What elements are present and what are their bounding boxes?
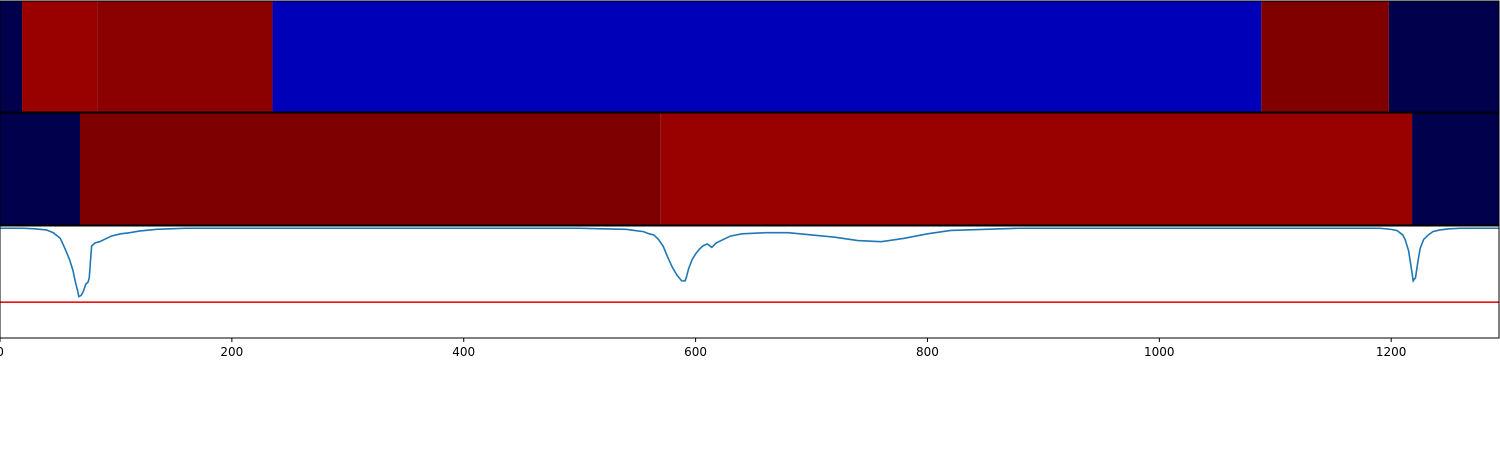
heatmap-bottom [0, 112, 1500, 226]
heatmap-segment [272, 1, 1262, 112]
heatmap-frame [0, 0, 1500, 113]
heatmap-segment [1412, 113, 1499, 225]
heatmap-segment [0, 113, 80, 225]
heatmap-segment [97, 1, 273, 112]
heatmap-segment [0, 1, 23, 112]
heatmap-segment [79, 113, 661, 225]
x-tick-label: 800 [916, 345, 939, 359]
x-tick-label: 1000 [1144, 345, 1175, 359]
x-tick-label: 1200 [1376, 345, 1407, 359]
x-tick-label: 0 [0, 345, 4, 359]
x-tick-label: 200 [220, 345, 243, 359]
plot-frame [0, 225, 1500, 339]
x-tick-label: 400 [452, 345, 475, 359]
heatmap-segment [1388, 1, 1499, 112]
heatmap-frame [0, 112, 1500, 226]
x-tick-label: 600 [684, 345, 707, 359]
series-line [0, 227, 1499, 298]
heatmap-segment [22, 1, 98, 112]
heatmap-segment [1261, 1, 1389, 112]
heatmap-top [0, 0, 1500, 113]
line-plot-panel [0, 225, 1500, 339]
heatmap-segment [660, 113, 1413, 225]
x-axis: 0 200 400 600 800 1000 1200 [0, 338, 1406, 359]
